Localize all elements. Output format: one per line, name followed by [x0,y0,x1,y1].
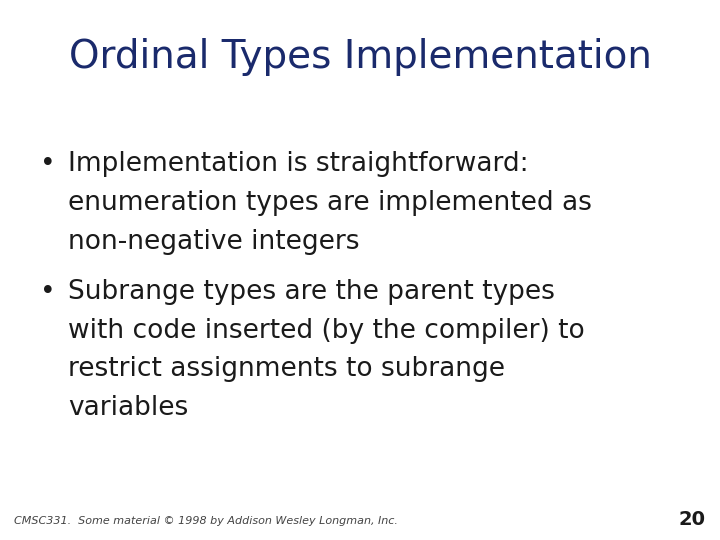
Text: variables: variables [68,395,189,421]
Text: Implementation is straightforward:: Implementation is straightforward: [68,151,529,177]
Text: CMSC331.  Some material © 1998 by Addison Wesley Longman, Inc.: CMSC331. Some material © 1998 by Addison… [14,516,398,526]
Text: with code inserted (by the compiler) to: with code inserted (by the compiler) to [68,318,585,343]
Text: restrict assignments to subrange: restrict assignments to subrange [68,356,505,382]
Text: Ordinal Types Implementation: Ordinal Types Implementation [68,38,652,76]
Text: non-negative integers: non-negative integers [68,229,360,255]
Text: •: • [40,151,55,177]
Text: 20: 20 [679,510,706,529]
Text: •: • [40,279,55,305]
Text: Subrange types are the parent types: Subrange types are the parent types [68,279,555,305]
Text: enumeration types are implemented as: enumeration types are implemented as [68,190,593,216]
